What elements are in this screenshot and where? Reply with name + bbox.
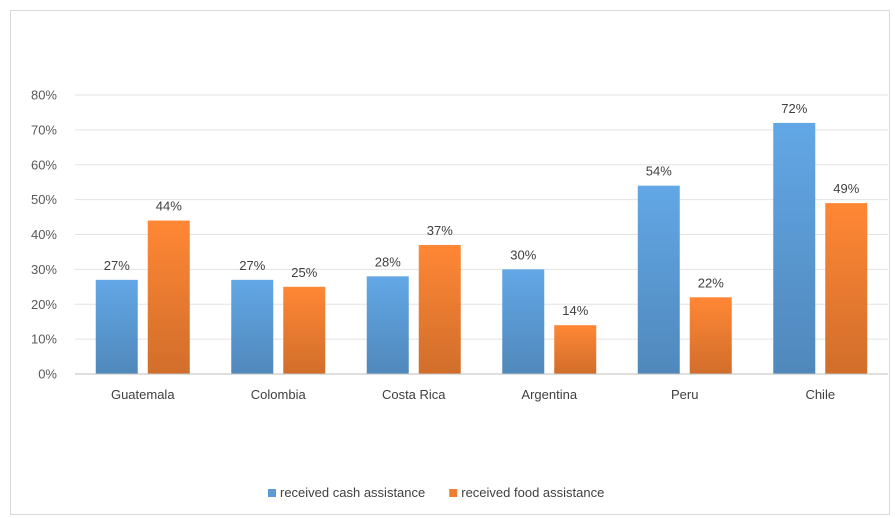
data-label: 72% [781, 101, 807, 116]
data-label: 27% [239, 258, 265, 273]
legend-swatch [449, 489, 458, 497]
data-labels: 27% 44% 27% 25% 28% 37% 30% 14% 54% 22% 72% 49% [104, 101, 860, 318]
gridlines [75, 94, 888, 340]
bar [418, 244, 461, 374]
legend-swatch [268, 489, 276, 497]
legend-label: received cash assistance [280, 485, 425, 500]
data-label: 44% [156, 199, 182, 214]
bar [637, 185, 680, 374]
data-label: 37% [427, 223, 453, 238]
bar [366, 276, 409, 374]
data-label: 27% [104, 258, 130, 273]
x-category-label: Costa Rica [382, 387, 446, 402]
y-tick-label: 60% [31, 157, 57, 172]
bar [283, 286, 326, 374]
data-label: 28% [375, 254, 401, 269]
x-category-label: Chile [805, 387, 835, 402]
bar [689, 297, 732, 374]
y-tick-label: 30% [31, 262, 57, 277]
bars [95, 122, 868, 375]
x-category-label: Peru [671, 387, 698, 402]
data-label: 25% [291, 265, 317, 280]
x-category-label: Argentina [521, 387, 577, 402]
x-category-label: Guatemala [111, 387, 175, 402]
bar [147, 220, 190, 374]
y-axis-tick-labels: 0% 10% 20% 30% 40% 50% 60% 70% 80% [31, 88, 57, 382]
data-label: 54% [646, 164, 672, 179]
bar [95, 279, 138, 374]
y-tick-label: 50% [31, 192, 57, 207]
data-label: 30% [510, 247, 536, 262]
data-label: 22% [698, 275, 724, 290]
bar [231, 279, 274, 374]
y-tick-label: 70% [31, 122, 57, 137]
x-axis-category-labels: Guatemala Colombia Costa Rica Argentina Peru… [111, 387, 835, 402]
bar [502, 269, 545, 374]
bar [825, 203, 868, 374]
y-tick-label: 80% [31, 88, 57, 103]
legend: received cash assistance received food as… [268, 485, 604, 500]
legend-label: received food assistance [461, 485, 604, 500]
bar [773, 122, 816, 375]
data-label: 49% [833, 181, 859, 196]
y-tick-label: 20% [31, 297, 57, 312]
bar [554, 325, 597, 374]
x-category-label: Colombia [251, 387, 307, 402]
data-label: 14% [562, 303, 588, 318]
y-tick-label: 40% [31, 227, 57, 242]
y-tick-label: 0% [38, 367, 57, 382]
y-tick-label: 10% [31, 332, 57, 347]
